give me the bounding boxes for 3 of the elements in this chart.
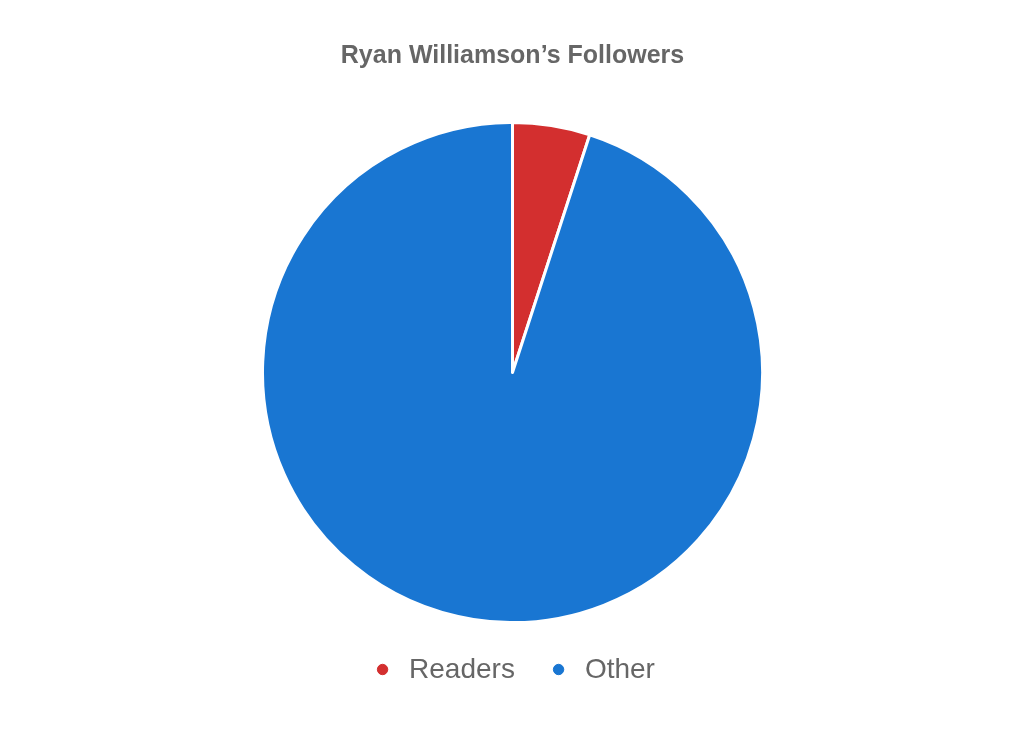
chart-title: Ryan Williamson’s Followers bbox=[340, 39, 685, 68]
legend-label: Readers bbox=[409, 653, 515, 685]
legend-label: Other bbox=[584, 653, 655, 685]
